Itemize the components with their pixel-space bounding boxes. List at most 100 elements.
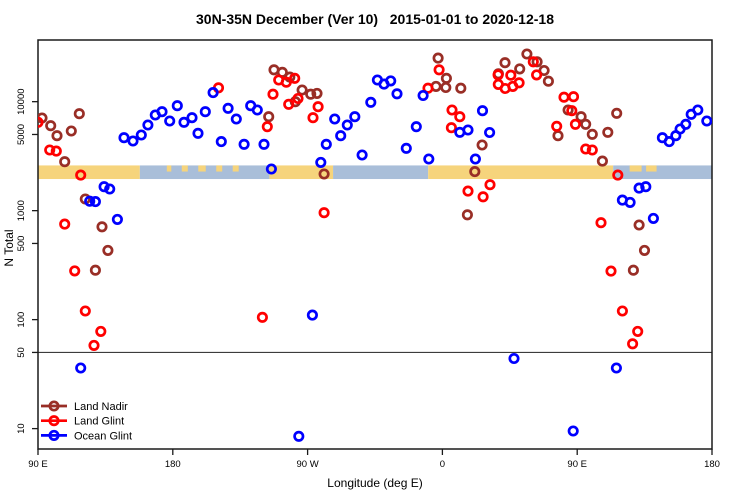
data-point (423, 153, 435, 165)
data-point (531, 69, 543, 81)
x-axis-label: Longitude (deg E) (327, 476, 422, 490)
data-point (633, 182, 645, 194)
map-strip (38, 165, 712, 180)
map-strip-ocean-segment (613, 165, 712, 180)
data-point (305, 88, 317, 100)
y-tick-label: 10 (16, 423, 27, 434)
data-point (385, 75, 397, 87)
data-point (454, 111, 466, 123)
data-point (446, 104, 458, 116)
data-point (142, 119, 154, 131)
map-strip-ocean-segment (333, 165, 429, 180)
data-point (79, 305, 91, 317)
map-strip-island (181, 165, 188, 172)
data-point (186, 112, 198, 124)
data-point (527, 56, 539, 68)
data-point (75, 362, 87, 374)
data-point (513, 77, 525, 89)
data-point (612, 169, 624, 181)
map-strip-island (216, 165, 223, 172)
data-point (432, 52, 444, 64)
y-tick-label: 500 (16, 236, 27, 252)
data-point (51, 130, 63, 142)
data-point (267, 88, 279, 100)
data-point (551, 120, 563, 132)
data-point (98, 181, 110, 193)
data-point (178, 116, 190, 128)
data-point (88, 339, 100, 351)
x-tick-label: 180 (704, 459, 720, 470)
data-point (391, 88, 403, 100)
legend-label: Land Nadir (74, 401, 128, 413)
data-point (462, 185, 474, 197)
data-point (461, 209, 473, 221)
legend-label: Ocean Glint (74, 430, 132, 442)
data-point (263, 111, 275, 123)
legend-label: Land Glint (74, 416, 124, 428)
data-point (586, 144, 598, 156)
y-tick-label: 100 (16, 312, 27, 328)
data-point (258, 138, 270, 150)
data-point (365, 96, 377, 108)
map-strip-island (646, 165, 657, 172)
data-point (484, 179, 496, 191)
data-point (156, 106, 168, 118)
x-tick-label: 90 E (567, 459, 587, 470)
data-point (69, 265, 81, 277)
data-point (296, 84, 308, 96)
data-point (45, 120, 57, 132)
map-strip-island (166, 165, 172, 172)
data-point (476, 105, 489, 117)
data-point (318, 207, 330, 219)
data-point (84, 195, 96, 207)
data-point (632, 325, 644, 337)
data-point (484, 126, 496, 139)
data-point (341, 119, 353, 131)
data-point (566, 105, 578, 117)
data-point (256, 311, 268, 323)
data-point (422, 82, 434, 94)
data-point (230, 113, 242, 125)
data-point (356, 149, 368, 161)
data-point (595, 217, 607, 229)
data-point (558, 91, 570, 103)
data-point (680, 118, 692, 130)
y-tick-label: 10000 (16, 88, 27, 114)
data-point (164, 115, 176, 127)
data-point (222, 102, 234, 114)
data-point (469, 153, 481, 165)
map-strip-island (198, 165, 206, 172)
data-point (477, 191, 489, 203)
data-point (445, 122, 457, 134)
map-strip-island (232, 165, 239, 172)
data-point (265, 163, 277, 175)
data-point (292, 92, 304, 105)
data-point (65, 125, 77, 137)
x-tick-label: 90 W (297, 459, 319, 470)
data-point (44, 144, 56, 156)
data-point (580, 118, 592, 130)
series-ocean-glint (75, 74, 712, 442)
y-tick-label: 1000 (16, 200, 27, 221)
data-point (207, 87, 219, 99)
data-point (638, 244, 651, 256)
map-strip-land-segment (428, 165, 614, 180)
data-point (410, 121, 422, 133)
data-point (624, 196, 636, 208)
data-point (586, 128, 598, 140)
data-point (701, 115, 712, 127)
data-point (462, 124, 474, 136)
series-land-nadir (38, 48, 651, 276)
data-point (199, 106, 211, 118)
x-tick-label: 0 (440, 459, 445, 470)
legend-marker (48, 415, 60, 427)
data-point (531, 56, 543, 68)
x-tick-label: 180 (165, 459, 181, 470)
data-point (627, 338, 639, 350)
data-point (127, 135, 139, 147)
data-point (476, 139, 488, 151)
data-point (215, 136, 227, 148)
data-point (320, 138, 332, 150)
data-point (640, 181, 652, 193)
data-point (552, 130, 564, 142)
